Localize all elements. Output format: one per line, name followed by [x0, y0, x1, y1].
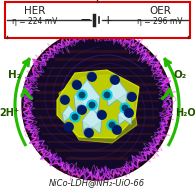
Circle shape	[22, 30, 172, 180]
Text: H₂O: H₂O	[175, 108, 195, 118]
Circle shape	[72, 80, 80, 88]
Circle shape	[85, 129, 93, 137]
Polygon shape	[118, 106, 132, 125]
Circle shape	[89, 102, 95, 108]
Circle shape	[109, 122, 115, 128]
Bar	[36, 116, 158, 119]
Circle shape	[77, 90, 87, 100]
Text: −: −	[79, 13, 91, 27]
Circle shape	[124, 108, 132, 116]
Bar	[36, 91, 158, 94]
Bar	[39, 124, 155, 127]
Polygon shape	[82, 108, 102, 133]
Circle shape	[120, 103, 130, 113]
Circle shape	[72, 114, 78, 120]
Polygon shape	[57, 70, 139, 138]
Bar	[35, 108, 159, 110]
Polygon shape	[107, 79, 127, 106]
Polygon shape	[74, 80, 100, 106]
Bar	[42, 75, 152, 77]
Text: η = 224 mV: η = 224 mV	[12, 16, 58, 26]
Circle shape	[98, 111, 106, 119]
Circle shape	[111, 76, 119, 84]
Circle shape	[73, 81, 81, 89]
Circle shape	[112, 125, 120, 133]
Circle shape	[28, 36, 166, 174]
Circle shape	[88, 73, 96, 81]
Circle shape	[125, 109, 133, 117]
Polygon shape	[63, 105, 75, 122]
Text: OER: OER	[149, 6, 171, 16]
Bar	[47, 67, 147, 69]
Text: η = 296 mV: η = 296 mV	[137, 16, 183, 26]
Bar	[66, 50, 128, 53]
Bar	[35, 100, 159, 102]
Polygon shape	[82, 108, 102, 128]
Circle shape	[77, 105, 85, 113]
Circle shape	[104, 92, 110, 98]
Circle shape	[107, 120, 117, 130]
Text: O₂: O₂	[173, 70, 186, 80]
Bar	[55, 149, 139, 152]
Circle shape	[128, 93, 136, 101]
Text: NiCo-LDH@NH₂-UiO-66: NiCo-LDH@NH₂-UiO-66	[49, 178, 145, 187]
Circle shape	[70, 112, 80, 122]
Circle shape	[110, 75, 118, 83]
Bar	[47, 141, 147, 143]
Circle shape	[78, 106, 86, 114]
Circle shape	[102, 90, 112, 100]
Circle shape	[32, 40, 162, 170]
Circle shape	[87, 100, 97, 110]
Text: 2H⁺: 2H⁺	[0, 108, 19, 118]
Circle shape	[64, 122, 72, 130]
Polygon shape	[118, 106, 132, 120]
Polygon shape	[74, 80, 100, 114]
Bar	[39, 83, 155, 86]
Text: +: +	[103, 13, 113, 26]
Polygon shape	[59, 75, 137, 143]
Circle shape	[60, 95, 68, 103]
Bar	[55, 58, 139, 61]
Bar	[66, 157, 128, 160]
Bar	[5, 2, 190, 38]
Circle shape	[84, 128, 92, 136]
Polygon shape	[63, 105, 75, 118]
Circle shape	[65, 123, 73, 131]
Circle shape	[122, 105, 128, 111]
Circle shape	[97, 110, 105, 118]
Circle shape	[87, 72, 95, 80]
Circle shape	[79, 92, 85, 98]
Circle shape	[127, 92, 135, 100]
Text: H₂: H₂	[8, 70, 21, 80]
Circle shape	[26, 34, 168, 176]
Circle shape	[30, 38, 164, 172]
Polygon shape	[107, 79, 127, 100]
Circle shape	[24, 32, 170, 178]
Text: HER: HER	[24, 6, 46, 16]
Circle shape	[113, 126, 121, 134]
Circle shape	[61, 96, 69, 104]
Bar	[42, 133, 152, 135]
